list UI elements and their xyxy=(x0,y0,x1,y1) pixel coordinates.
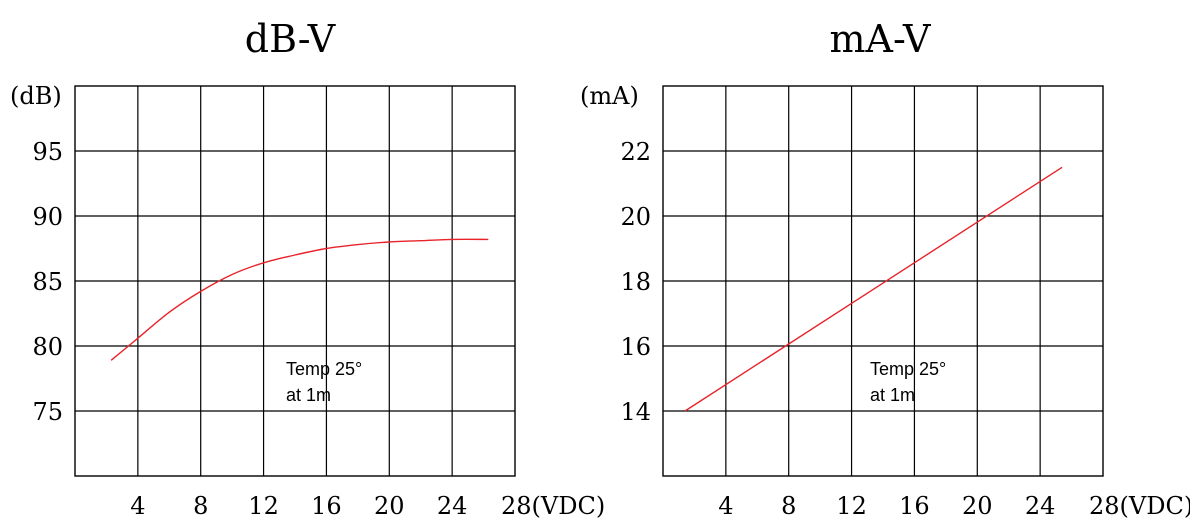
x-tick-label: 12 xyxy=(836,492,867,520)
tick-labels: 4 8 12 16 20 24 28(VDC) 22 20 18 16 14 xyxy=(620,138,1190,520)
x-tick-label: 8 xyxy=(193,492,208,520)
chart-title: dB-V xyxy=(245,17,336,61)
series xyxy=(110,238,489,361)
tick-labels: 4 8 12 16 20 24 28(VDC) 95 90 85 80 75 xyxy=(32,138,605,520)
series-line xyxy=(110,238,489,361)
chart-db-v: dB-V (dB) 4 8 12 16 20 24 28(VDC) 95 90 85 80 75 Te… xyxy=(10,17,605,520)
x-tick-label: 28(VDC) xyxy=(1089,492,1190,520)
x-tick-label: 20 xyxy=(962,492,993,520)
x-tick-label: 12 xyxy=(248,492,279,520)
x-tick-label: 28(VDC) xyxy=(501,492,605,520)
y-tick-label: 20 xyxy=(620,203,651,231)
chart-title: mA-V xyxy=(830,17,932,61)
annotation-line-1: Temp 25° xyxy=(870,359,946,379)
annotation-line-1: Temp 25° xyxy=(286,359,362,379)
y-tick-label: 95 xyxy=(32,138,63,166)
annotation-line-2: at 1m xyxy=(286,385,331,405)
y-tick-label: 75 xyxy=(32,398,63,426)
chart-ma-v: mA-V (mA) 4 8 12 16 20 24 28(VDC) 22 20 18 16 14 Te… xyxy=(580,17,1190,520)
x-tick-label: 8 xyxy=(781,492,796,520)
x-tick-label: 20 xyxy=(374,492,405,520)
annotation-line-2: at 1m xyxy=(870,385,915,405)
grid xyxy=(74,85,516,477)
grid xyxy=(662,85,1104,477)
y-tick-label: 22 xyxy=(620,138,651,166)
y-tick-label: 85 xyxy=(32,268,63,296)
x-tick-label: 4 xyxy=(130,492,145,520)
y-tick-label: 90 xyxy=(32,203,63,231)
series-line xyxy=(684,166,1063,412)
x-tick-label: 4 xyxy=(718,492,733,520)
y-tick-label: 18 xyxy=(620,268,651,296)
y-tick-label: 80 xyxy=(32,333,63,361)
x-tick-label: 16 xyxy=(899,492,930,520)
y-tick-label: 14 xyxy=(620,398,651,426)
x-tick-label: 24 xyxy=(1025,492,1056,520)
x-tick-label: 16 xyxy=(311,492,342,520)
y-axis-label: (mA) xyxy=(580,82,639,110)
series xyxy=(684,166,1063,412)
x-tick-label: 24 xyxy=(437,492,468,520)
y-tick-label: 16 xyxy=(620,333,651,361)
y-axis-label: (dB) xyxy=(10,82,62,110)
